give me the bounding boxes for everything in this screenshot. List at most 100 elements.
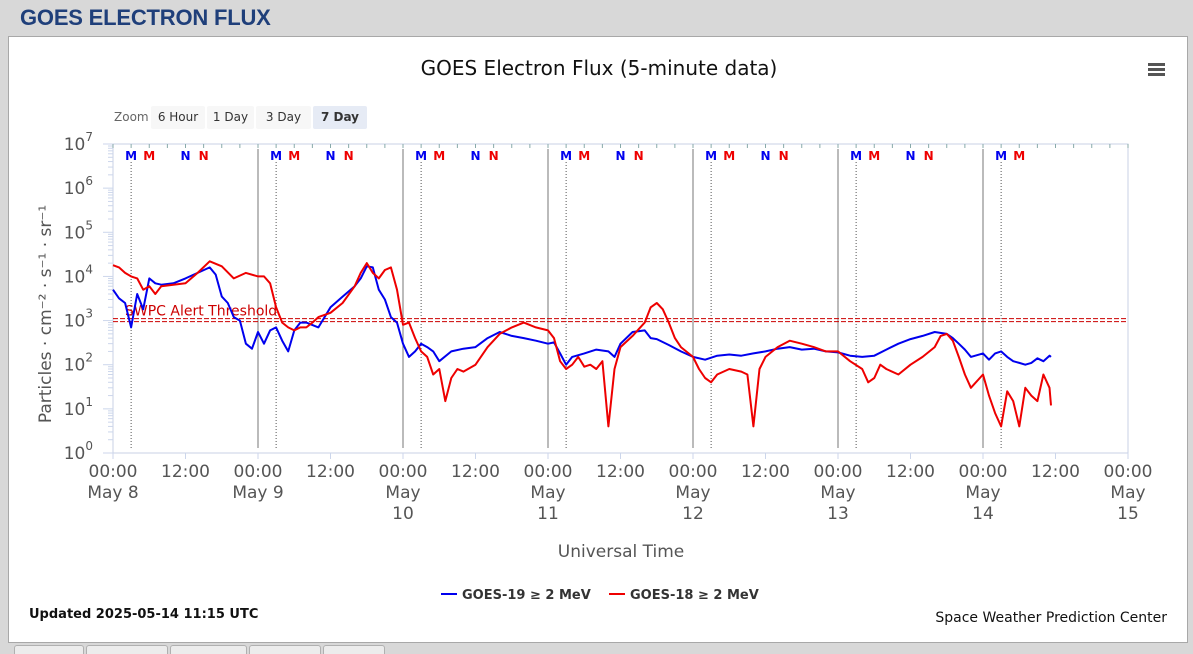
legend-item[interactable]: GOES-18 ≥ 2 MeV [609, 588, 759, 603]
legend: GOES-19 ≥ 2 MeV GOES-18 ≥ 2 MeV [441, 588, 759, 603]
x-tick-label: 12:00 [306, 462, 355, 482]
credit-text: Space Weather Prediction Center [935, 610, 1167, 626]
bottom-tab[interactable] [170, 645, 247, 654]
series-line [112, 260, 1052, 428]
series-line [112, 265, 1052, 366]
threshold-label: SWPC Alert Threshold [125, 304, 277, 320]
marker-label: M [705, 149, 717, 163]
plot-frame [112, 143, 1129, 454]
y-tick-label: 100 [64, 439, 93, 464]
legend-label: GOES-19 ≥ 2 MeV [462, 588, 591, 603]
zoom-button-label: 1 Day [213, 110, 248, 124]
marker-label: M [125, 149, 137, 163]
zoom-button-3-day[interactable]: 3 Day [256, 106, 311, 129]
x-tick-label: 13 [827, 504, 849, 524]
marker-label: M [995, 149, 1007, 163]
marker-label: M [868, 149, 880, 163]
page-header: GOES ELECTRON FLUX [0, 0, 1193, 36]
x-tick-label: May [820, 483, 855, 503]
x-tick-label: 11 [537, 504, 559, 524]
zoom-button-label: 3 Day [266, 110, 301, 124]
marker-label: M [723, 149, 735, 163]
marker-label: M [433, 149, 445, 163]
x-tick-label: 00:00 [234, 462, 283, 482]
x-tick-label: May 9 [232, 483, 283, 503]
zoom-button-bg [313, 106, 367, 129]
zoom-label: Zoom [114, 110, 149, 124]
x-tick-label: 12:00 [596, 462, 645, 482]
marker-label: N [615, 149, 625, 163]
x-tick-label: 14 [972, 504, 994, 524]
marker-label: N [779, 149, 789, 163]
y-tick-label: 103 [64, 307, 93, 332]
marker-label: N [470, 149, 480, 163]
marker-label: N [199, 149, 209, 163]
y-tick-label: 106 [64, 174, 93, 199]
chart-menu-button[interactable] [1143, 57, 1169, 81]
x-tick-label: 00:00 [959, 462, 1008, 482]
marker-label: M [560, 149, 572, 163]
y-tick-label: 105 [64, 218, 93, 243]
x-tick-label: May [385, 483, 420, 503]
marker-label: N [905, 149, 915, 163]
x-tick-label: May [965, 483, 1000, 503]
zoom-button-bg [256, 106, 311, 129]
marker-label: M [143, 149, 155, 163]
x-tick-label: 00:00 [669, 462, 718, 482]
x-tick-label: 00:00 [89, 462, 138, 482]
x-tick-label: 15 [1117, 504, 1139, 524]
x-tick-label: 00:00 [379, 462, 428, 482]
y-axis-title: Particles · cm⁻² · s⁻¹ · sr⁻¹ [36, 205, 56, 423]
x-tick-label: 12:00 [451, 462, 500, 482]
marker-label: N [180, 149, 190, 163]
x-tick-label: 12:00 [741, 462, 790, 482]
marker-label: N [344, 149, 354, 163]
zoom-button-label: 6 Hour [158, 110, 198, 124]
x-tick-label: 00:00 [524, 462, 573, 482]
zoom-controls: Zoom 6 Hour 1 Day 3 Day 7 Day [114, 106, 367, 129]
marker-label: N [924, 149, 934, 163]
chart-title: GOES Electron Flux (5-minute data) [421, 56, 778, 80]
marker-label: N [489, 149, 499, 163]
y-tick-label: 102 [64, 351, 93, 376]
bottom-tab[interactable] [323, 645, 385, 654]
marker-label: N [760, 149, 770, 163]
marker-label: M [270, 149, 282, 163]
x-tick-label: May [1110, 483, 1145, 503]
marker-label: M [850, 149, 862, 163]
marker-label: M [1013, 149, 1025, 163]
marker-label: M [288, 149, 300, 163]
x-tick-label: May 8 [87, 483, 138, 503]
x-tick-label: May [530, 483, 565, 503]
x-tick-label: 00:00 [1104, 462, 1153, 482]
marker-label: N [325, 149, 335, 163]
zoom-button-1-day[interactable]: 1 Day [207, 106, 254, 129]
y-tick-label: 104 [64, 262, 93, 287]
marker-label: M [415, 149, 427, 163]
electron-flux-chart: GOES Electron Flux (5-minute data) Zoom … [29, 56, 1169, 626]
x-tick-label: 12:00 [161, 462, 210, 482]
legend-label: GOES-18 ≥ 2 MeV [630, 588, 759, 603]
bottom-tab[interactable] [14, 645, 84, 654]
y-tick-label: 107 [64, 130, 93, 155]
x-tick-label: 12 [682, 504, 704, 524]
marker-label: M [578, 149, 590, 163]
x-axis-title: Universal Time [558, 542, 684, 562]
zoom-button-7-day[interactable]: 7 Day [313, 106, 367, 129]
bottom-tab[interactable] [86, 645, 168, 654]
x-tick-label: 00:00 [814, 462, 863, 482]
tab-strip [8, 643, 1186, 651]
zoom-button-label: 7 Day [321, 110, 359, 124]
x-tick-label: 12:00 [886, 462, 935, 482]
marker-label: N [634, 149, 644, 163]
bottom-tab[interactable] [249, 645, 321, 654]
zoom-button-6-hour[interactable]: 6 Hour [151, 106, 205, 129]
page-title: GOES ELECTRON FLUX [20, 5, 271, 30]
zoom-button-bg [207, 106, 254, 129]
hamburger-menu-icon [1148, 63, 1165, 76]
y-tick-label: 101 [64, 395, 93, 420]
legend-item[interactable]: GOES-19 ≥ 2 MeV [441, 588, 591, 603]
chart-panel: GOES Electron Flux (5-minute data) Zoom … [8, 36, 1188, 643]
zoom-button-bg [151, 106, 205, 129]
